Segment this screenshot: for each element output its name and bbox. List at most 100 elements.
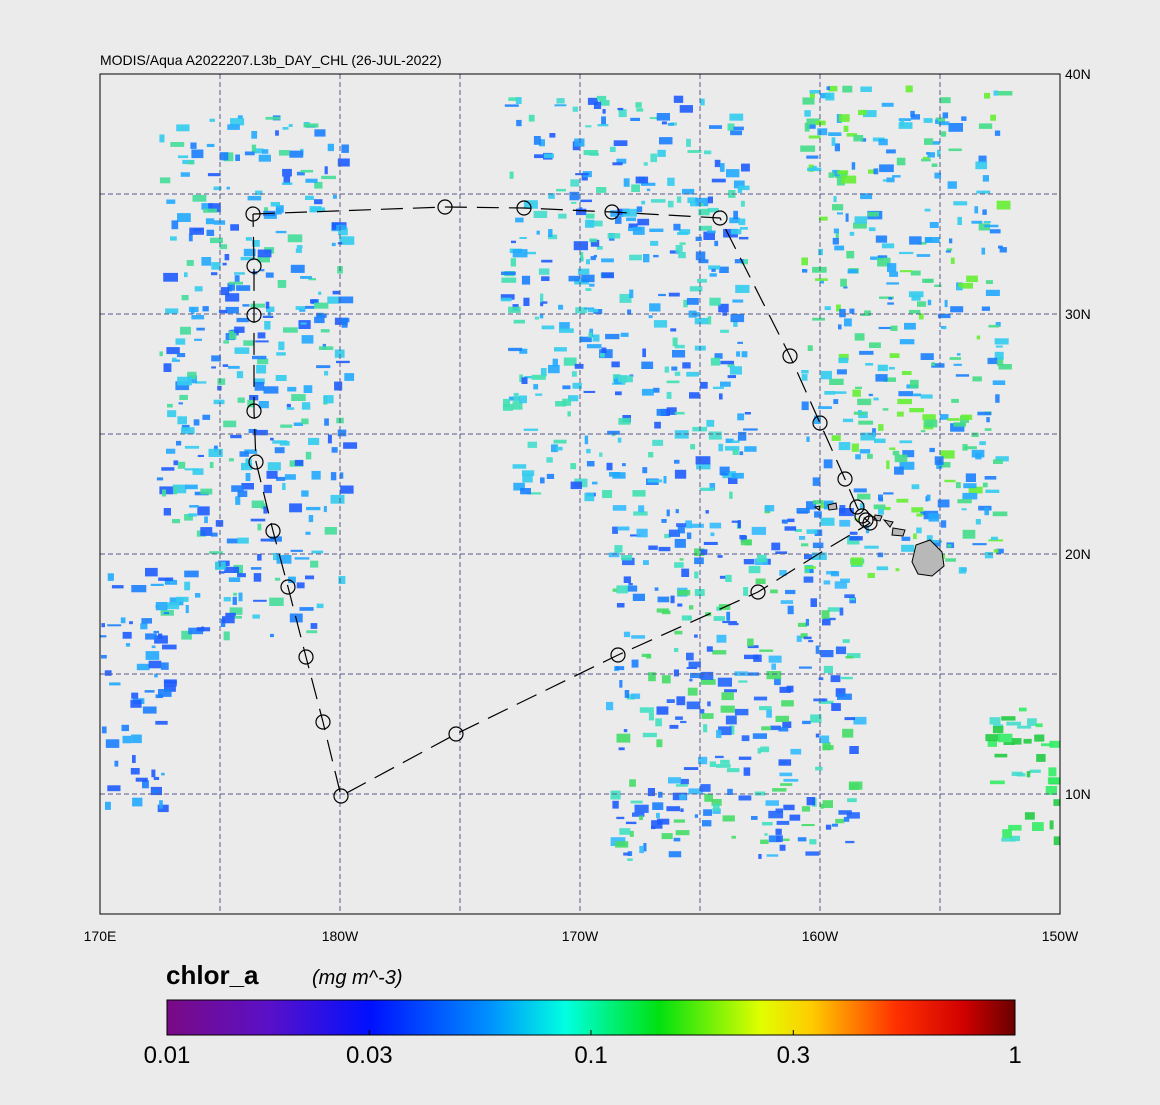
swath-pixel [783,804,795,811]
swath-pixel [733,320,738,327]
swath-pixel [636,528,648,538]
swath-pixel [515,97,522,104]
swath-pixel [755,578,766,584]
swath-pixel [243,248,256,257]
swath-pixel [916,513,923,517]
swath-pixel [669,250,680,254]
swath-pixel [549,133,556,138]
swath-pixel [829,378,844,385]
swath-pixel [868,169,876,174]
swath-pixel [510,258,516,267]
colorbar-tick-label: 0.03 [346,1042,393,1069]
swath-pixel [294,557,310,560]
station [333,788,349,804]
swath-pixel [159,177,171,184]
swath-pixel [675,830,690,836]
swath-pixel [639,707,654,713]
swath-pixel [984,224,999,228]
swath-pixel [187,371,197,379]
swath-pixel [282,127,289,130]
swath-pixel [898,122,913,129]
swath-pixel [615,216,622,224]
swath-pixel [602,109,606,114]
station [604,204,620,220]
swath-pixel [896,157,906,166]
swath-pixel [524,376,532,379]
swath-pixel [597,124,609,127]
swath-pixel [809,92,815,98]
colorbar-units: (mg m^-3) [312,967,403,989]
swath-pixel [508,306,521,313]
swath-pixel [590,256,596,261]
swath-pixel [158,689,172,697]
swath-pixel [950,423,965,432]
swath-pixel [949,238,953,244]
swath-pixel [250,303,265,308]
swath-pixel [196,627,211,632]
swath-pixel [543,153,554,159]
swath-pixel [213,186,222,191]
swath-pixel [844,717,855,721]
swath-pixel [201,203,213,210]
swath-pixel [920,511,927,515]
swath-pixel [834,581,848,589]
swath-pixel [776,820,790,825]
swath-pixel [641,653,651,657]
swath-pixel [613,140,628,146]
swath-pixel [957,499,972,504]
swath-pixel [666,699,675,703]
swath-pixel [282,483,286,490]
swath-pixel [881,102,894,107]
swath-pixel [916,254,931,257]
swath-pixel [689,678,693,682]
swath-pixel [700,784,711,792]
swath-pixel [834,143,840,152]
swath-pixel [825,92,835,101]
cruise-track [245,199,878,804]
swath-pixel [164,578,170,585]
swath-pixel [809,569,814,573]
swath-pixel [666,407,677,415]
swath-pixel [778,759,792,766]
swath-pixel [283,176,291,185]
swath-pixel [836,176,845,186]
swath-pixel [720,381,731,387]
swath-pixel [194,338,202,341]
swath-pixel [310,207,326,212]
swath-pixel [630,693,641,699]
swath-pixel [840,676,853,680]
swath-pixel [686,298,699,305]
swath-pixel [804,110,811,117]
swath-pixel [720,329,729,333]
swath-pixel [264,207,269,213]
colorbar-label: chlor_a [166,960,259,990]
swath-pixel [1019,707,1027,712]
swath-pixel [831,137,836,146]
swath-pixel [176,440,182,446]
swath-pixel [181,427,195,435]
swath-pixel [720,473,729,476]
swath-pixel [278,150,290,156]
swath-pixel [718,443,724,452]
swath-pixel [513,319,525,324]
swath-pixel [109,682,121,686]
swath-pixel [234,326,245,333]
swath-pixel [241,483,254,490]
swath-pixel [839,519,851,527]
swath-pixel [725,574,732,582]
swath-pixel [737,431,747,441]
swath-pixel [741,351,748,358]
swath-pixel [185,484,198,490]
swath-pixel [851,162,856,170]
swath-pixel [879,296,894,299]
swath-pixel [635,176,649,184]
swath-pixel [814,529,823,536]
swath-pixel [727,375,736,379]
swath-pixel [739,236,749,240]
swath-pixel [548,364,560,374]
swath-pixel [341,144,349,153]
swath-pixel [820,370,832,380]
swath-pixel [867,453,873,459]
swath-pixel [944,479,956,483]
swath-pixel [616,585,628,594]
